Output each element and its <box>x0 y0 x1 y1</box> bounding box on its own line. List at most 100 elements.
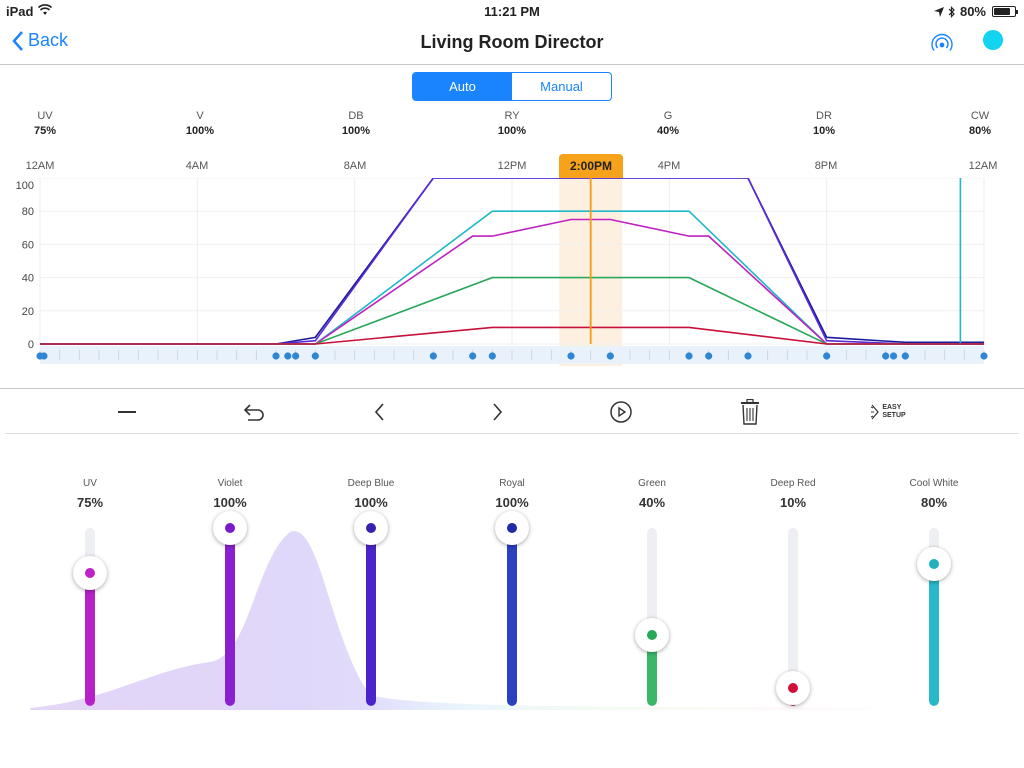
play-icon[interactable] <box>607 399 635 425</box>
channel-abbr: UV <box>37 110 53 122</box>
keyframe-dot[interactable] <box>882 352 890 360</box>
time-label: 12PM <box>497 160 527 172</box>
slider-fill <box>647 634 657 706</box>
slider-fill <box>366 528 376 706</box>
easy-setup-label-2: SETUP <box>882 412 906 419</box>
time-label: 4AM <box>185 160 209 172</box>
slider-knob[interactable] <box>213 511 247 545</box>
chevron-left-icon <box>12 30 23 51</box>
slider-value: 75% <box>76 495 104 510</box>
slider-fill <box>225 528 235 706</box>
channel-header: DB 100% <box>326 110 386 137</box>
slider-track[interactable] <box>647 528 657 706</box>
keyframe-dot[interactable] <box>429 352 437 360</box>
channel-header: CW 80% <box>950 110 1010 137</box>
keyframe-dot[interactable] <box>823 352 831 360</box>
slider-name: UV <box>83 478 97 489</box>
channel-header: G 40% <box>638 110 698 137</box>
schedule-chart[interactable]: 0 20 40 60 80 100 <box>0 178 1024 368</box>
slider-knob[interactable] <box>73 555 107 590</box>
channel-value: 80% <box>968 125 992 137</box>
keyframe-dot[interactable] <box>292 352 300 360</box>
keyframe-dot[interactable] <box>488 352 496 360</box>
channel-abbr: RY <box>504 110 520 122</box>
channel-header: DR 10% <box>794 110 854 137</box>
channel-value: 40% <box>656 125 680 137</box>
slider-header: Violet 100% <box>185 478 275 510</box>
keyframe-dot[interactable] <box>284 352 292 360</box>
slider-header: Deep Blue 100% <box>326 478 416 510</box>
keyframe-dot[interactable] <box>311 352 319 360</box>
slider-track[interactable] <box>225 528 235 706</box>
channel-header: UV 75% <box>15 110 75 137</box>
slider-header: UV 75% <box>45 478 135 510</box>
keyframe-dot[interactable] <box>744 352 752 360</box>
undo-icon[interactable] <box>240 399 268 425</box>
channel-value: 100% <box>497 125 527 137</box>
keyframe-dot[interactable] <box>705 352 713 360</box>
battery-percent: 80% <box>959 4 986 19</box>
slider-knob[interactable] <box>776 671 810 706</box>
slider-header: Green 40% <box>607 478 697 510</box>
trash-icon[interactable] <box>736 399 764 425</box>
time-label: 12AM <box>25 160 55 172</box>
slider-knob[interactable] <box>495 511 529 545</box>
connection-status-dot[interactable] <box>983 30 1003 50</box>
slider-name: Deep Red <box>770 478 816 489</box>
slider-knob[interactable] <box>635 617 669 652</box>
easy-setup-button[interactable]: EASY SETUP <box>866 399 910 425</box>
back-label: Back <box>28 30 69 50</box>
slider-value: 100% <box>213 495 247 510</box>
status-bar: iPad 11:21 PM 80% <box>0 0 1024 22</box>
slider-name: Violet <box>217 478 243 489</box>
easy-setup-label-1: EASY <box>882 404 902 411</box>
slider-header: Cool White 80% <box>889 478 979 510</box>
keyframe-dot[interactable] <box>685 352 693 360</box>
chevron-left-icon[interactable] <box>365 399 393 425</box>
channel-value: 100% <box>341 125 371 137</box>
keyframe-dot[interactable] <box>980 352 988 360</box>
channel-header: V 100% <box>170 110 230 137</box>
device-label: iPad <box>6 4 34 19</box>
keyframe-dot[interactable] <box>567 352 575 360</box>
channel-value: 100% <box>185 125 215 137</box>
chart-toolbar: EASY SETUP <box>0 388 1024 434</box>
navigation-bar: Back Living Room Director <box>0 22 1024 65</box>
slider-track[interactable] <box>85 528 95 706</box>
channel-abbr: V <box>196 110 204 122</box>
minus-icon[interactable] <box>113 399 141 425</box>
broadcast-icon[interactable] <box>928 28 956 56</box>
slider-value: 40% <box>638 495 666 510</box>
keyframe-dot[interactable] <box>606 352 614 360</box>
slider-knob[interactable] <box>917 546 951 581</box>
spectrum-graph <box>30 531 990 710</box>
y-tick-label: 0 <box>28 339 34 351</box>
slider-knob[interactable] <box>354 511 388 545</box>
channel-value: 75% <box>33 125 57 137</box>
keyframe-dot[interactable] <box>889 352 898 360</box>
keyframe-dot[interactable] <box>272 352 280 360</box>
slider-header: Royal 100% <box>467 478 557 510</box>
slider-track[interactable] <box>507 528 517 706</box>
y-tick-label: 40 <box>22 273 34 285</box>
keyframe-dot[interactable] <box>901 352 909 360</box>
keyframe-dot[interactable] <box>469 352 477 360</box>
manual-mode-tab[interactable]: Manual <box>540 79 583 94</box>
chevron-right-icon[interactable] <box>484 399 512 425</box>
battery-icon <box>992 6 1018 17</box>
slider-name: Green <box>638 478 666 489</box>
slider-track[interactable] <box>366 528 376 706</box>
auto-mode-tab[interactable]: Auto <box>413 73 512 100</box>
y-tick-label: 100 <box>16 180 34 192</box>
slider-track[interactable] <box>929 528 939 706</box>
time-label: 8AM <box>343 160 367 172</box>
y-tick-label: 80 <box>22 206 34 218</box>
back-button[interactable]: Back <box>12 30 68 51</box>
keyframe-dot[interactable] <box>40 352 48 360</box>
time-label: 8PM <box>814 160 838 172</box>
slider-value: 100% <box>495 495 529 510</box>
channel-abbr: DR <box>816 110 832 122</box>
slider-name: Royal <box>499 478 525 489</box>
current-time-badge: 2:00PM <box>559 154 623 179</box>
slider-name: Cool White <box>909 478 959 489</box>
